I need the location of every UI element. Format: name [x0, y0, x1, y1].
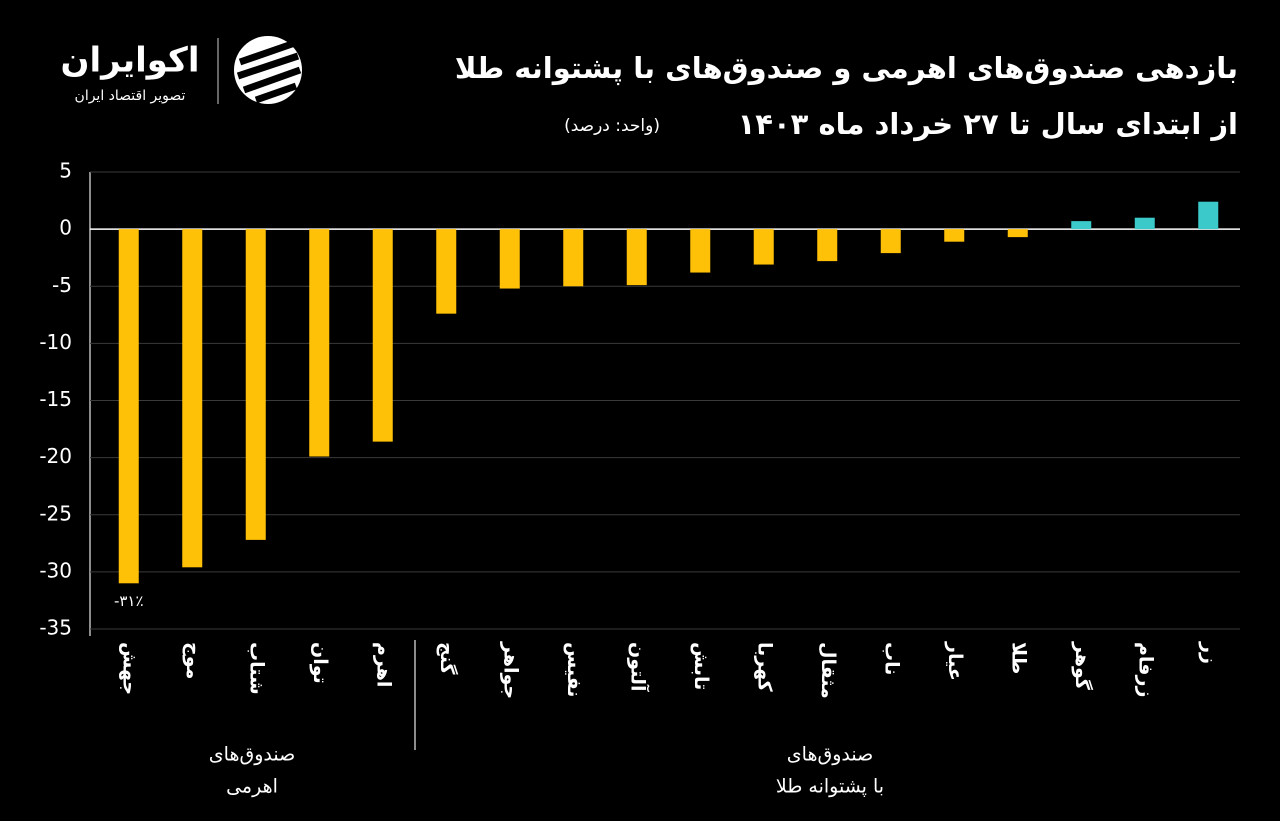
- chart-title: بازدهی صندوق‌های اهرمی و صندوق‌های با پش…: [455, 51, 1238, 86]
- bar: [499, 229, 520, 289]
- brand-tagline: تصویر اقتصاد ایران: [75, 88, 186, 104]
- bar: [944, 229, 965, 242]
- y-tick-label: 0: [59, 216, 72, 240]
- group-label: با پشتوانه طلا: [776, 776, 884, 798]
- y-tick-label: -20: [39, 444, 72, 468]
- bar: [118, 229, 139, 584]
- bar: [753, 229, 774, 265]
- x-tick-label: تابش: [690, 642, 712, 690]
- group-label: صندوق‌های: [787, 744, 873, 766]
- bar: [1198, 201, 1219, 230]
- bar: [309, 229, 330, 457]
- x-tick-label: اهرم: [372, 642, 394, 687]
- y-tick-label: -25: [39, 501, 72, 525]
- chart-subtitle: از ابتدای سال تا ۲۷ خرداد ماه ۱۴۰۳: [738, 107, 1238, 141]
- bar: [563, 229, 584, 287]
- x-tick-label: مثقال: [817, 642, 839, 699]
- bar: [182, 229, 203, 568]
- y-tick-label: -35: [39, 616, 72, 640]
- x-tick-label: جهش: [118, 642, 140, 695]
- x-tick-label: جواهر: [499, 641, 521, 699]
- bar: [1007, 229, 1028, 238]
- x-tick-label: طلا: [1007, 642, 1029, 674]
- logo: اکوایران تصویر اقتصاد ایران: [61, 36, 302, 104]
- bar: [880, 229, 901, 254]
- bar: [372, 229, 393, 442]
- bar: [690, 229, 711, 273]
- bar: [1134, 217, 1155, 230]
- bar: [245, 229, 266, 540]
- x-tick-label: شتاب: [245, 642, 267, 695]
- bar: [817, 229, 838, 262]
- brand-name: اکوایران: [61, 41, 200, 81]
- unit-note: (واحد: درصد): [564, 116, 660, 136]
- y-tick-label: -10: [39, 330, 72, 354]
- bar: [1071, 221, 1092, 230]
- x-tick-label: موج: [182, 642, 204, 679]
- x-tick-label: ناب: [880, 642, 902, 675]
- bar: [436, 229, 457, 314]
- group-label: اهرمی: [226, 776, 278, 798]
- x-tick-label: کهربا: [753, 642, 775, 693]
- y-tick-label: 5: [59, 159, 72, 183]
- y-tick-label: -5: [52, 273, 72, 297]
- x-tick-label: گوهر: [1071, 641, 1094, 691]
- x-tick-label: گنج: [436, 642, 459, 675]
- group-label: صندوق‌های: [209, 744, 295, 766]
- x-tick-label: زرفام: [1134, 642, 1156, 697]
- y-tick-label: -15: [39, 387, 72, 411]
- x-tick-label: زر: [1198, 641, 1220, 664]
- bar: [626, 229, 647, 286]
- x-tick-label: عیار: [944, 641, 966, 681]
- y-tick-label: -30: [39, 558, 72, 582]
- x-tick-label: آلتون: [626, 642, 650, 692]
- x-tick-label: نفیس: [563, 642, 585, 697]
- value-label: -۳۱٪: [114, 592, 144, 610]
- x-tick-label: توان: [309, 642, 331, 684]
- logo-stripes: [236, 40, 302, 104]
